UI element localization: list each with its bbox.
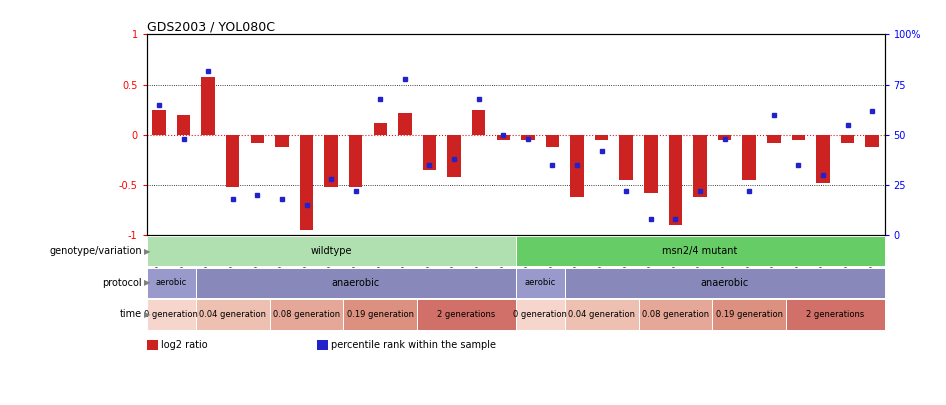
Bar xyxy=(620,134,633,180)
Bar xyxy=(472,110,485,134)
Bar xyxy=(546,134,559,147)
Text: 0.04 generation: 0.04 generation xyxy=(200,310,266,319)
Bar xyxy=(866,134,879,147)
Bar xyxy=(447,134,461,177)
Text: wildtype: wildtype xyxy=(310,246,352,256)
Text: 0.04 generation: 0.04 generation xyxy=(569,310,635,319)
Bar xyxy=(786,299,885,330)
Text: aerobic: aerobic xyxy=(155,278,187,288)
Bar xyxy=(226,134,239,187)
Text: 0 generation: 0 generation xyxy=(145,310,198,319)
Bar xyxy=(177,115,190,134)
Bar xyxy=(521,134,534,140)
Bar xyxy=(147,236,516,266)
Bar xyxy=(374,123,387,134)
Bar xyxy=(516,236,885,266)
Bar xyxy=(639,299,712,330)
Text: 0.08 generation: 0.08 generation xyxy=(273,310,340,319)
Text: percentile rank within the sample: percentile rank within the sample xyxy=(331,340,496,350)
Text: log2 ratio: log2 ratio xyxy=(161,340,207,350)
Text: ▶: ▶ xyxy=(144,310,150,319)
Bar xyxy=(343,299,417,330)
Bar xyxy=(816,134,830,183)
Bar xyxy=(300,134,313,230)
Text: ▶: ▶ xyxy=(144,247,150,256)
Bar xyxy=(718,134,731,140)
Bar xyxy=(565,299,639,330)
Bar xyxy=(398,113,412,134)
Text: GDS2003 / YOL080C: GDS2003 / YOL080C xyxy=(147,20,274,33)
Bar xyxy=(270,299,343,330)
Bar xyxy=(792,134,805,140)
Bar xyxy=(712,299,786,330)
Bar xyxy=(497,134,510,140)
Text: msn2/4 mutant: msn2/4 mutant xyxy=(662,246,738,256)
Bar xyxy=(570,134,584,197)
Bar xyxy=(349,134,362,187)
Bar xyxy=(196,268,516,298)
Bar xyxy=(767,134,780,143)
Text: 0.19 generation: 0.19 generation xyxy=(716,310,782,319)
Text: 2 generations: 2 generations xyxy=(806,310,865,319)
Bar xyxy=(595,134,608,140)
Bar xyxy=(693,134,707,197)
Bar xyxy=(152,110,166,134)
Bar xyxy=(147,299,196,330)
Text: anaerobic: anaerobic xyxy=(331,278,380,288)
Text: time: time xyxy=(120,309,142,320)
Bar xyxy=(743,134,756,180)
Text: 0.19 generation: 0.19 generation xyxy=(347,310,413,319)
Bar xyxy=(516,268,565,298)
Bar xyxy=(196,299,270,330)
Text: aerobic: aerobic xyxy=(524,278,556,288)
Bar xyxy=(841,134,854,143)
Text: genotype/variation: genotype/variation xyxy=(49,246,142,256)
Bar xyxy=(516,299,565,330)
Bar xyxy=(201,77,215,134)
Bar xyxy=(423,134,436,170)
Text: ▶: ▶ xyxy=(144,278,150,288)
Bar xyxy=(669,134,682,225)
Bar xyxy=(324,134,338,187)
Bar xyxy=(147,268,196,298)
Bar xyxy=(275,134,289,147)
Bar xyxy=(565,268,885,298)
Text: anaerobic: anaerobic xyxy=(700,278,749,288)
Bar xyxy=(417,299,516,330)
Bar xyxy=(251,134,264,143)
Bar xyxy=(644,134,657,193)
Text: 0 generation: 0 generation xyxy=(514,310,567,319)
Text: protocol: protocol xyxy=(102,278,142,288)
Text: 2 generations: 2 generations xyxy=(437,310,496,319)
Text: 0.08 generation: 0.08 generation xyxy=(642,310,709,319)
